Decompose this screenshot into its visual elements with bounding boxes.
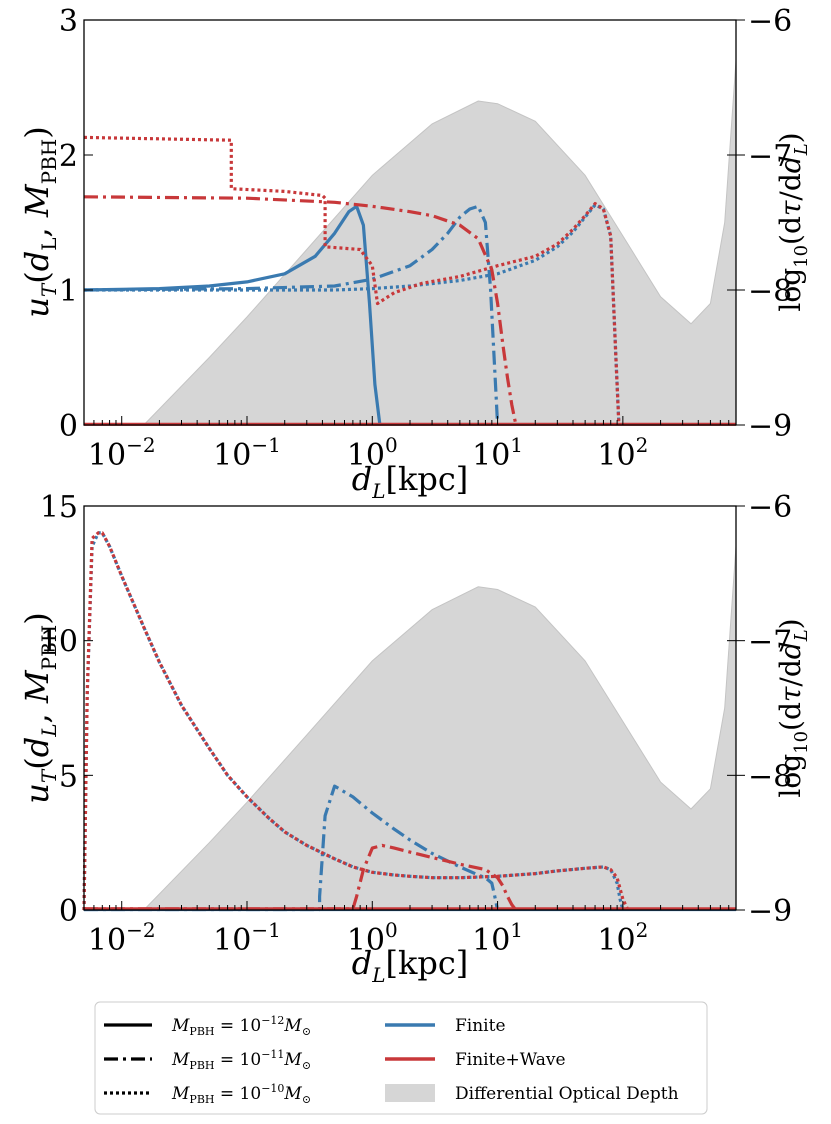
series-line-finite-1e-11 <box>83 204 500 426</box>
legend-label-mass: MPBH = 10−12M⊙ <box>171 1014 311 1038</box>
y-tick-label: 3 <box>59 4 78 39</box>
series-line-finite-wave-1e-10 <box>82 531 630 911</box>
legend: MPBH = 10−12M⊙ MPBH = 10−11M⊙ MPBH = 10−10… <box>94 1001 708 1115</box>
optical-depth-area <box>84 546 737 911</box>
x-tick-label: 101 <box>472 918 523 958</box>
x-tick-label: 10−2 <box>88 433 156 473</box>
y-tick-label: 1 <box>59 274 78 309</box>
x-tick-label: 102 <box>597 918 648 958</box>
x-tick-label: 100 <box>347 918 398 958</box>
x-tick-label: 102 <box>597 433 648 473</box>
bottom-panel: 10−2 10−1 100 101 102 0 5 10 15 −9 −8 −7 −6 uT(dL, M… <box>18 490 812 987</box>
legend-label-fill: Differential Optical Depth <box>455 1084 679 1104</box>
legend-items: MPBH = 10−12M⊙ MPBH = 10−11M⊙ MPBH = 10−10… <box>104 1014 679 1106</box>
top-panel: 10−2 10−1 100 101 102 0 1 2 3 −9 −8 −7 −6 uT(dL, MPB… <box>18 4 812 503</box>
bottom-ylabel: uT(dL, MPBH) <box>18 612 61 803</box>
y-right-tick-label: −7 <box>748 625 792 660</box>
bottom-xlabel: dL[kpc] <box>352 944 469 987</box>
series-line-finite-1e-12 <box>83 204 382 426</box>
legend-label-color: Finite <box>455 1016 506 1036</box>
y-tick-label: 15 <box>40 490 78 525</box>
x-tick-label: 10−1 <box>213 918 281 958</box>
y-tick-label: 0 <box>59 409 78 444</box>
series-line-finite-1e-11 <box>84 784 500 912</box>
top-ylabel-right: log10(dτ/ddL) <box>774 132 812 311</box>
series-line-finite-wave-1e-11 <box>83 195 518 426</box>
top-xlabel: dL[kpc] <box>352 460 469 503</box>
series-line-finite-wave-1e-10 <box>83 135 621 426</box>
bottom-ticks: 10−2 10−1 100 101 102 0 5 10 15 −9 −8 −7 −6 <box>40 490 792 958</box>
y-right-tick-label: −7 <box>748 139 792 174</box>
legend-label-mass: MPBH = 10−11M⊙ <box>171 1048 311 1072</box>
x-tick-label: 100 <box>347 433 398 473</box>
top-ticks: 10−2 10−1 100 101 102 0 1 2 3 −9 −8 −7 −6 <box>59 4 792 473</box>
y-right-tick-label: −6 <box>748 490 792 525</box>
y-right-tick-label: −9 <box>748 894 792 929</box>
x-tick-label: 101 <box>472 433 523 473</box>
y-tick-label: 5 <box>59 759 78 794</box>
top-ylabel: uT(dL, MPBH) <box>18 126 61 317</box>
y-tick-label: 0 <box>59 894 78 929</box>
legend-label-mass: MPBH = 10−10M⊙ <box>171 1082 311 1106</box>
series-line-finite-wave-1e-11 <box>84 843 518 911</box>
y-right-tick-label: −9 <box>748 409 792 444</box>
top-plot-area <box>83 60 737 426</box>
x-tick-label: 10−1 <box>213 433 281 473</box>
y-tick-label: 2 <box>59 139 78 174</box>
bottom-ylabel-right: log10(dτ/ddL) <box>774 618 812 797</box>
legend-label-color: Finite+Wave <box>455 1050 566 1070</box>
y-right-tick-label: −8 <box>748 274 792 309</box>
bottom-plot-area <box>82 531 737 912</box>
y-right-tick-label: −6 <box>748 4 792 39</box>
legend-fill-swatch <box>385 1084 435 1102</box>
y-right-tick-label: −8 <box>748 759 792 794</box>
optical-depth-area <box>84 60 737 426</box>
y-tick-label: 10 <box>40 625 78 660</box>
x-tick-label: 10−2 <box>88 918 156 958</box>
